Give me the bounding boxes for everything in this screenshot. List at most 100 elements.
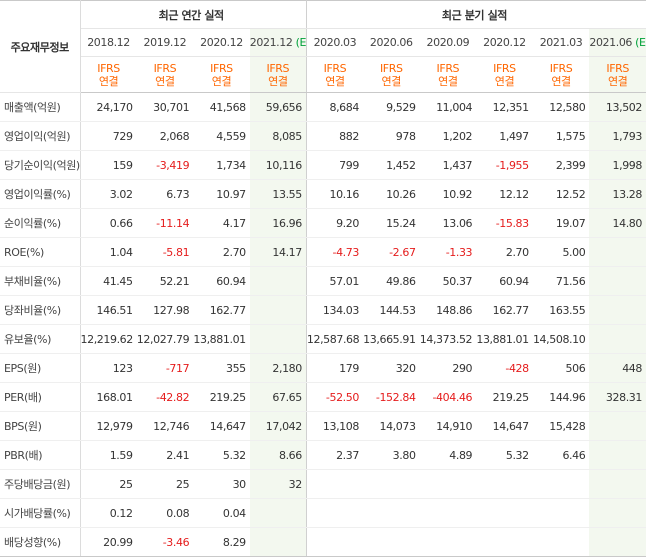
- table-cell: 146.51: [80, 295, 137, 325]
- table-cell: 57.01: [306, 266, 363, 296]
- table-cell: 148.86: [419, 295, 477, 325]
- table-cell: 12,979: [80, 411, 137, 441]
- table-cell: 9.20: [306, 208, 363, 238]
- table-cell: 10.92: [419, 179, 477, 209]
- table-cell: 17,042: [249, 411, 307, 441]
- consolidated-label: 연결: [325, 74, 345, 88]
- table-row: 시가배당률(%) 0.12 0.08 0.04: [0, 498, 646, 528]
- table-cell: [589, 527, 646, 557]
- table-cell: 1,437: [419, 150, 477, 180]
- ifrs-label: IFRS: [379, 61, 403, 75]
- period-label: 2021.12: [249, 36, 293, 49]
- table-cell: 19.07: [532, 208, 590, 238]
- table-row: 주당배당금(원) 25 25 30 32: [0, 469, 646, 499]
- table-cell: 8,684: [306, 92, 363, 122]
- table-cell: 0.12: [80, 498, 137, 528]
- table-cell: 13,881.01: [193, 324, 250, 354]
- table-cell: 506: [532, 353, 590, 383]
- row-label: 유보율(%): [0, 324, 81, 354]
- table-cell: [362, 498, 420, 528]
- ifrs-badge: IFRS 연결: [532, 56, 590, 93]
- table-cell: -3.46: [136, 527, 194, 557]
- table-cell: 355: [193, 353, 250, 383]
- period-header: 2021.12 (E): [249, 28, 307, 57]
- table-cell: [589, 469, 646, 499]
- row-label: PER(배): [0, 382, 81, 412]
- table-cell: 1,497: [476, 121, 533, 151]
- table-cell: 290: [419, 353, 477, 383]
- table-cell: 41,568: [193, 92, 250, 122]
- table-cell: 32: [249, 469, 307, 499]
- table-cell: 41.45: [80, 266, 137, 296]
- ifrs-badge: IFRS 연결: [306, 56, 363, 93]
- table-cell: 14,647: [476, 411, 533, 441]
- table-cell: 16.96: [249, 208, 307, 238]
- table-cell: 799: [306, 150, 363, 180]
- period-header: 2020.12: [476, 28, 533, 57]
- table-row: 당기순이익(억원) 159 -3,419 1,734 10,116 799 1,452 1,4…: [0, 150, 646, 180]
- table-cell: 448: [589, 353, 646, 383]
- period-header: 2020.03: [306, 28, 363, 57]
- row-label: 영업이익률(%): [0, 179, 81, 209]
- table-cell: 60.94: [476, 266, 533, 296]
- table-cell: 2.70: [476, 237, 533, 267]
- table-cell: -52.50: [306, 382, 363, 412]
- ifrs-label: IFRS: [153, 61, 177, 75]
- table-cell: 729: [80, 121, 137, 151]
- estimate-mark: (E): [295, 36, 307, 49]
- consolidated-label: 연결: [381, 74, 402, 88]
- table-cell: -1,955: [476, 150, 533, 180]
- annual-header: 최근 연간 실적: [80, 0, 307, 29]
- table-cell: 0.08: [136, 498, 194, 528]
- consolidated-label: 연결: [551, 74, 571, 88]
- table-cell: -2.67: [362, 237, 420, 267]
- table-cell: 12,027.79: [136, 324, 194, 354]
- table-cell: 71.56: [532, 266, 590, 296]
- table-cell: [476, 527, 533, 557]
- table-cell: -42.82: [136, 382, 194, 412]
- consolidated-label: 연결: [268, 74, 288, 88]
- consolidated-label: 연결: [607, 74, 628, 88]
- table-cell: 67.65: [249, 382, 307, 412]
- period-header: 2020.06: [362, 28, 420, 57]
- table-cell: 162.77: [193, 295, 250, 325]
- ifrs-badge: IFRS 연결: [80, 56, 137, 93]
- table-row: 당좌비율(%) 146.51 127.98 162.77 134.03 144.53 148…: [0, 295, 646, 325]
- table-cell: [419, 498, 477, 528]
- table-cell: [589, 498, 646, 528]
- table-cell: 13,881.01: [476, 324, 533, 354]
- period-label: 2020.12: [200, 36, 243, 49]
- table-cell: 2.70: [193, 237, 250, 267]
- table-cell: -717: [136, 353, 194, 383]
- row-label: EPS(원): [0, 353, 81, 383]
- table-cell: 2.37: [306, 440, 363, 470]
- table-cell: 2,180: [249, 353, 307, 383]
- period-header: 2020.09: [419, 28, 477, 57]
- row-label: 시가배당률(%): [0, 498, 81, 528]
- row-label: 순이익률(%): [0, 208, 81, 238]
- table-cell: [589, 440, 646, 470]
- table-row: ROE(%) 1.04 -5.81 2.70 14.17 -4.73 -2.67 -1.33 2…: [0, 237, 646, 267]
- table-row: 부채비율(%) 41.45 52.21 60.94 57.01 49.86 50.37 60.…: [0, 266, 646, 296]
- table-cell: 24,170: [80, 92, 137, 122]
- table-cell: 13,108: [306, 411, 363, 441]
- table-cell: -1.33: [419, 237, 477, 267]
- table-cell: 13.55: [249, 179, 307, 209]
- table-cell: 1,202: [419, 121, 477, 151]
- table-cell: -4.73: [306, 237, 363, 267]
- estimate-mark: (E): [635, 36, 646, 49]
- table-cell: [249, 498, 307, 528]
- period-label: 2020.12: [483, 36, 526, 49]
- table-row: 매출액(억원) 24,170 30,701 41,568 59,656 8,684 9,52…: [0, 92, 646, 122]
- table-cell: 1,793: [589, 121, 646, 151]
- table-cell: 1,734: [193, 150, 250, 180]
- ifrs-label: IFRS: [606, 61, 629, 75]
- table-cell: [419, 527, 477, 557]
- table-cell: [306, 527, 363, 557]
- table-cell: 13.06: [419, 208, 477, 238]
- table-cell: 1,452: [362, 150, 420, 180]
- table-cell: 159: [80, 150, 137, 180]
- table-cell: [419, 469, 477, 499]
- table-cell: [362, 527, 420, 557]
- table-cell: 0.66: [80, 208, 137, 238]
